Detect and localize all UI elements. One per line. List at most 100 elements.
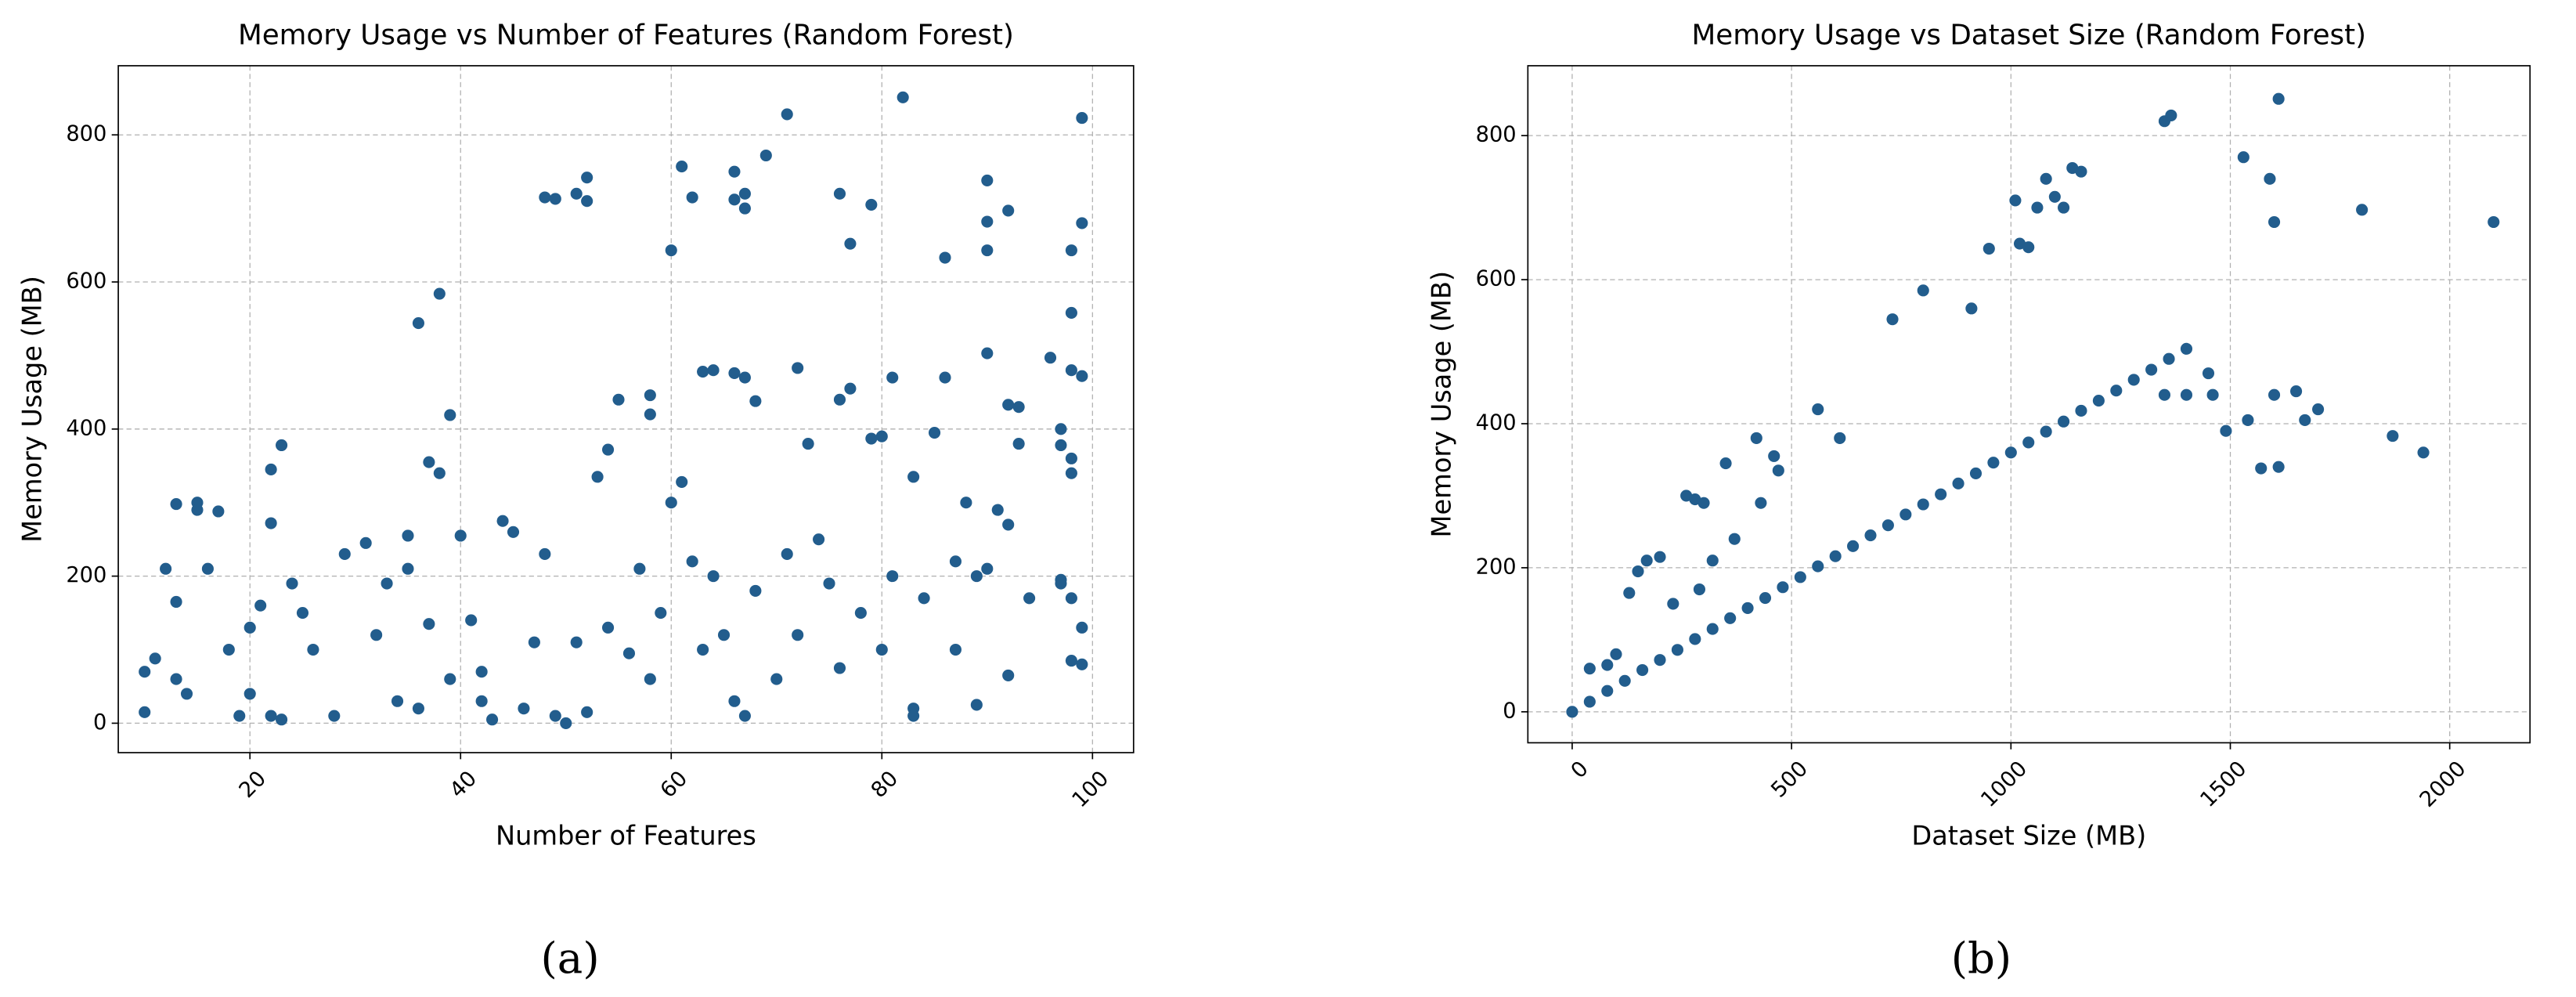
point	[496, 515, 509, 527]
point	[949, 643, 961, 656]
plot-frame	[117, 65, 1135, 753]
point	[981, 215, 994, 228]
point	[2220, 424, 2232, 437]
point	[1719, 457, 1732, 470]
point	[813, 533, 825, 546]
y-tick-label: 200	[66, 563, 106, 587]
point	[738, 202, 751, 215]
point	[2387, 430, 2399, 443]
point	[886, 570, 899, 583]
point	[276, 713, 288, 726]
point	[1671, 644, 1683, 656]
x-axis-label: Number of Features	[496, 820, 756, 851]
point	[1076, 621, 1088, 634]
point	[1706, 623, 1719, 635]
point	[1847, 540, 1860, 552]
point	[1601, 685, 1614, 697]
x-tick-label: 1000	[1976, 757, 2032, 812]
point	[581, 172, 593, 184]
point	[2312, 403, 2325, 416]
point	[1834, 432, 1846, 444]
point	[1697, 497, 1710, 509]
point	[549, 193, 561, 205]
point	[802, 438, 814, 450]
point	[1969, 467, 1983, 480]
point	[738, 371, 751, 384]
point	[581, 195, 593, 208]
point	[1750, 432, 1762, 444]
point	[781, 108, 793, 121]
point	[728, 193, 741, 206]
point	[265, 710, 277, 722]
point	[1065, 306, 1077, 320]
point	[423, 456, 435, 468]
point	[2180, 342, 2193, 355]
point	[1987, 457, 2000, 469]
point	[1724, 612, 1737, 624]
point	[1693, 583, 1706, 596]
point	[570, 187, 583, 200]
plot-frame	[1527, 65, 2531, 744]
point	[612, 393, 625, 406]
point	[697, 643, 709, 656]
point	[149, 652, 161, 665]
point	[1917, 284, 1929, 297]
x-tick-label: 60	[656, 767, 692, 803]
y-tick-label: 200	[1476, 554, 1517, 579]
point	[1952, 477, 1964, 489]
point	[1640, 554, 1653, 567]
point	[412, 317, 424, 330]
point	[454, 529, 467, 542]
x-tick-label: 80	[867, 767, 903, 803]
point	[402, 529, 414, 542]
point	[844, 237, 857, 250]
point	[139, 706, 151, 718]
point	[265, 463, 277, 476]
point	[233, 710, 246, 722]
point	[970, 570, 983, 583]
point	[265, 517, 277, 529]
y-tick-label: 0	[93, 710, 106, 735]
point	[2268, 215, 2281, 229]
point	[475, 695, 488, 707]
point	[2488, 215, 2500, 229]
point	[170, 498, 182, 511]
point	[276, 439, 288, 452]
point	[549, 710, 561, 722]
point	[2268, 388, 2281, 401]
point	[875, 430, 888, 443]
point	[2158, 388, 2171, 401]
point	[601, 621, 615, 634]
point	[539, 547, 551, 561]
y-tick-label: 400	[66, 416, 106, 440]
point	[1632, 565, 1644, 578]
point	[1812, 403, 1824, 416]
point	[981, 174, 994, 186]
point	[738, 187, 751, 200]
point	[633, 562, 646, 575]
caption: (a)	[541, 933, 600, 983]
point	[2264, 172, 2276, 185]
point	[1012, 438, 1025, 450]
point	[886, 371, 899, 384]
point	[1002, 669, 1015, 681]
y-tick-label: 0	[1503, 699, 1516, 723]
point	[475, 666, 488, 678]
point	[939, 371, 951, 384]
point	[518, 703, 530, 715]
chart-title: Memory Usage vs Dataset Size (Random For…	[1692, 20, 2366, 52]
point	[444, 409, 456, 421]
point	[581, 706, 593, 718]
point	[2272, 92, 2285, 105]
point	[212, 505, 225, 518]
point	[2058, 415, 2070, 428]
point	[180, 688, 193, 700]
point	[1023, 592, 1036, 605]
point	[601, 443, 615, 456]
point	[244, 621, 256, 634]
point	[539, 191, 551, 204]
point	[170, 673, 182, 685]
point	[1886, 313, 1899, 326]
point	[560, 717, 572, 729]
point	[2202, 367, 2215, 380]
